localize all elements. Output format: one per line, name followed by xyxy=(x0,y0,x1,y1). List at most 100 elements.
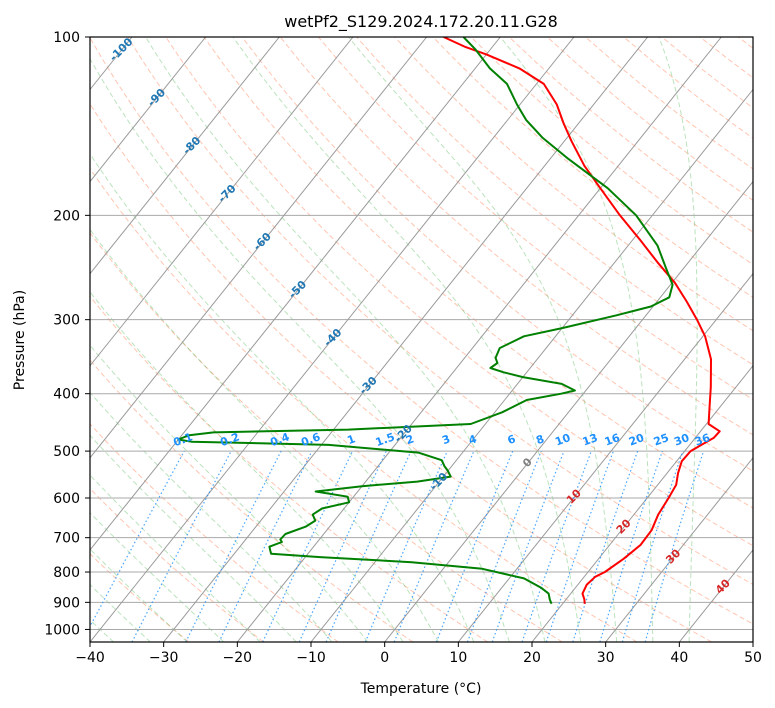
mixing-ratio-label: 10 xyxy=(553,431,572,449)
mixing-ratio-label: 3 xyxy=(440,432,452,447)
x-tick-label: −30 xyxy=(149,650,179,666)
y-tick-label: 500 xyxy=(53,444,80,460)
mixing-ratio-line xyxy=(572,450,639,642)
moist-adiabat xyxy=(90,153,475,642)
dry-adiabat xyxy=(279,37,753,436)
mixing-ratio-label: 1 xyxy=(345,432,357,447)
x-tick-label: 10 xyxy=(449,650,467,666)
x-tick-label: −20 xyxy=(223,650,253,666)
moist-adiabat xyxy=(232,37,582,642)
isotherm-line xyxy=(90,37,575,642)
moist-adiabat xyxy=(90,291,404,642)
x-tick-label: −10 xyxy=(296,650,326,666)
mixing-ratio-label: 0.6 xyxy=(299,430,322,449)
mixing-ratio-label: 30 xyxy=(672,431,691,449)
dry-adiabat xyxy=(432,37,753,298)
x-axis-ticks: −40 −30 −20 −10 0 10 20 30 40 50 xyxy=(75,642,762,666)
x-tick-label: −40 xyxy=(75,650,105,666)
isotherm-line xyxy=(163,37,649,642)
mixing-ratio-label: 16 xyxy=(603,431,622,449)
mixing-ratio-line xyxy=(621,450,684,642)
dry-adiabat xyxy=(90,103,712,642)
y-tick-label: 600 xyxy=(53,491,80,507)
isotherm-line xyxy=(384,180,753,642)
dry-adiabat xyxy=(90,553,190,642)
mixing-ratio-line xyxy=(325,450,412,642)
plot-frame xyxy=(89,36,754,643)
moist-adiabat xyxy=(90,344,369,642)
isotherm-line xyxy=(310,88,753,642)
mixing-ratio-label: 13 xyxy=(581,431,600,448)
mixing-ratio-line xyxy=(185,450,282,642)
plot-area: -100-90-80-70-60-50-40-30-20-10010203040… xyxy=(90,37,753,642)
isotherm-line xyxy=(531,364,753,642)
mixing-ratio-line xyxy=(90,450,185,628)
dry-adiabat xyxy=(203,37,753,509)
x-tick-label: 20 xyxy=(523,650,541,666)
mixing-ratio-label: 6 xyxy=(506,432,518,447)
mixing-ratio-line xyxy=(466,450,542,642)
moist-adiabat xyxy=(90,474,261,642)
x-tick-label: 0 xyxy=(380,650,389,666)
mixing-ratio-label: 25 xyxy=(652,431,671,448)
isotherm-line xyxy=(605,457,753,642)
mixing-ratio-line xyxy=(545,450,614,642)
mixing-ratio-label: 0.1 xyxy=(172,430,195,449)
isotherm-line xyxy=(90,37,207,183)
y-axis-label: Pressure (hPa) xyxy=(12,290,28,390)
moist-adiabat xyxy=(145,37,546,642)
y-tick-label: 300 xyxy=(53,313,80,329)
y-tick-label: 800 xyxy=(53,565,80,581)
mixing-ratio-line xyxy=(435,450,514,642)
mixing-ratio-line xyxy=(521,450,592,642)
y-axis-ticks: 100 200 300 400 500 600 700 800 900 1000 xyxy=(44,30,90,638)
dry-adiabat xyxy=(90,37,753,625)
dry-adiabat xyxy=(90,295,488,642)
isotherm-gridlines xyxy=(90,37,753,642)
mixing-ratio-label: 0.4 xyxy=(269,430,292,449)
mixing-ratio-label: 0.2 xyxy=(219,430,242,449)
moist-adiabat xyxy=(90,57,510,642)
isotherm-line xyxy=(457,272,753,642)
mixing-ratio-label: 36 xyxy=(693,431,712,449)
x-tick-label: 40 xyxy=(670,650,688,666)
dry-adiabat xyxy=(241,37,753,472)
y-tick-label: 400 xyxy=(53,387,80,403)
mixing-ratio-label: 1.5 xyxy=(374,430,397,449)
x-axis-label: Temperature (°C) xyxy=(360,681,482,697)
mixing-ratio-line xyxy=(491,450,565,642)
dry-adiabat xyxy=(90,167,638,642)
moist-adiabat xyxy=(90,391,333,642)
moist-adiabat xyxy=(90,434,297,642)
moist-adiabat xyxy=(658,37,698,642)
y-tick-label: 900 xyxy=(53,595,80,611)
sounding-series xyxy=(177,37,721,605)
chart-title: wetPf2_S129.2024.172.20.11.G28 xyxy=(284,12,558,32)
mixing-ratio-line xyxy=(644,450,705,642)
mixing-ratio-line xyxy=(599,450,663,642)
mixing-ratio-label: 8 xyxy=(534,432,546,447)
y-tick-label: 200 xyxy=(53,208,80,224)
isotherm-line xyxy=(90,37,280,275)
series-line-2 xyxy=(177,37,674,605)
dry-adiabat xyxy=(394,37,753,332)
y-tick-label: 700 xyxy=(53,531,80,547)
isotherm-line xyxy=(90,37,428,459)
mixing-ratio-line xyxy=(364,450,448,642)
dry-adiabats xyxy=(90,37,753,642)
x-tick-label: 30 xyxy=(597,650,615,666)
isotherm-line xyxy=(236,37,722,642)
y-tick-label: 100 xyxy=(53,30,80,46)
x-tick-label: 50 xyxy=(744,650,762,666)
moist-adiabat xyxy=(90,228,439,642)
mixing-ratio-label: 20 xyxy=(627,431,646,449)
mixing-ratio-label: 2 xyxy=(404,432,416,447)
mixing-ratio-label: 4 xyxy=(467,432,479,447)
isotherm-line xyxy=(90,37,501,551)
series-line-1 xyxy=(443,37,721,604)
dry-adiabat xyxy=(356,37,753,366)
dry-adiabat xyxy=(90,487,264,642)
moist-adiabat xyxy=(499,37,654,642)
isotherm-line xyxy=(90,37,354,367)
